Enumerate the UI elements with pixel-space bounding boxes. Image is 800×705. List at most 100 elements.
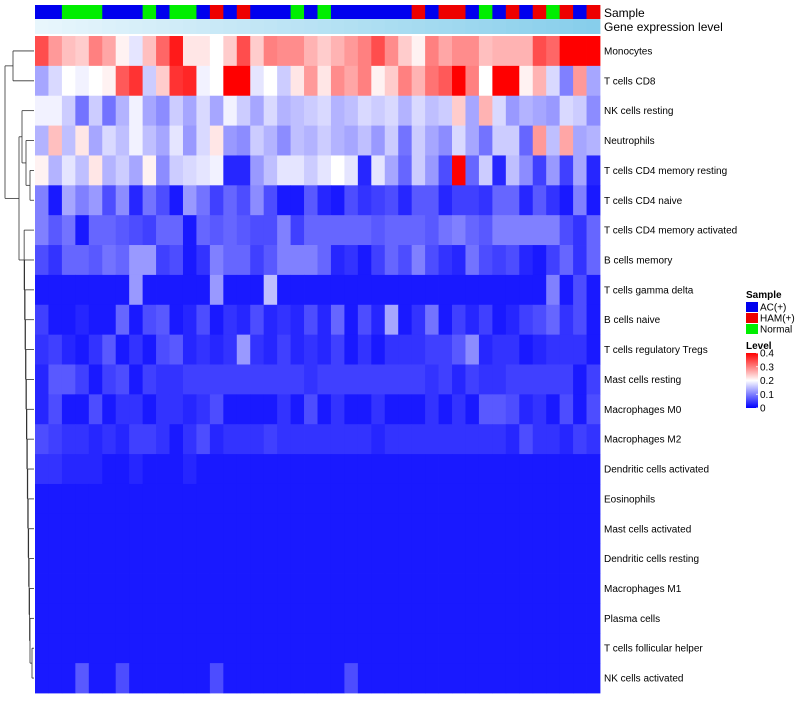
heatmap-cell xyxy=(519,633,534,664)
heatmap-cell xyxy=(559,513,574,545)
heatmap-cell xyxy=(438,36,453,67)
heatmap-cell xyxy=(142,95,157,126)
heatmap-cell xyxy=(559,185,574,216)
sample-legend-swatch xyxy=(746,302,758,312)
heatmap-cell xyxy=(263,65,278,97)
heatmap-cell xyxy=(236,513,251,545)
heatmap-cell xyxy=(75,633,90,664)
heatmap-cell xyxy=(344,424,359,455)
level-legend-title: Level xyxy=(746,341,772,352)
heatmap-cell xyxy=(61,483,76,515)
heatmap-cell xyxy=(505,245,520,276)
heatmap-cell xyxy=(196,483,211,515)
heatmap-cell xyxy=(398,274,413,306)
sample-annotation-cell xyxy=(317,5,332,19)
heatmap-cell xyxy=(330,454,345,485)
heatmap-cell xyxy=(102,95,117,126)
heatmap-cell xyxy=(505,663,520,694)
expression-level-cell xyxy=(35,19,49,34)
heatmap-cell xyxy=(182,573,197,604)
heatmap-cell xyxy=(384,483,399,515)
heatmap-cell xyxy=(156,215,170,246)
heatmap-cell xyxy=(75,125,90,156)
heatmap-cell xyxy=(277,215,291,246)
heatmap-cell xyxy=(371,155,386,186)
heatmap-cell xyxy=(519,65,534,97)
heatmap-cell xyxy=(250,454,265,485)
heatmap-cell xyxy=(88,304,103,336)
expression-level-cell xyxy=(492,19,507,34)
expression-level-cell xyxy=(236,19,251,34)
expression-level-cell xyxy=(142,19,157,34)
expression-level-cell xyxy=(371,19,386,34)
heatmap-cell xyxy=(277,185,291,216)
expression-level-cell xyxy=(250,19,265,34)
sample-annotation-cell xyxy=(236,5,251,19)
heatmap-cell xyxy=(142,603,157,634)
sample-annotation-cell xyxy=(102,5,117,19)
heatmap-cell xyxy=(209,483,224,515)
heatmap-cell xyxy=(371,304,386,336)
heatmap-cell xyxy=(411,215,426,246)
heatmap-cell xyxy=(196,36,211,67)
heatmap-cell xyxy=(519,185,534,216)
expression-level-cell xyxy=(586,19,601,34)
heatmap-cell xyxy=(156,663,170,694)
heatmap-cell xyxy=(317,36,332,67)
heatmap-cell xyxy=(357,304,372,336)
heatmap-cell xyxy=(156,424,170,455)
heatmap-cells xyxy=(35,36,601,694)
heatmap-cell xyxy=(250,95,265,126)
row-label: T cells CD4 naive xyxy=(604,196,683,207)
heatmap-cell xyxy=(142,394,157,425)
heatmap-cell xyxy=(209,603,224,634)
heatmap-cell xyxy=(532,364,547,395)
heatmap-cell xyxy=(182,394,197,425)
heatmap-cell xyxy=(88,65,103,97)
expression-level-cell xyxy=(398,19,413,34)
heatmap-cell xyxy=(61,304,76,336)
heatmap-cell xyxy=(277,483,291,515)
sample-legend-swatch xyxy=(746,324,758,334)
heatmap-cell xyxy=(290,394,305,425)
heatmap-cell xyxy=(115,125,130,156)
heatmap-cell xyxy=(452,633,466,664)
heatmap-cell xyxy=(465,513,480,545)
sample-annotation-cell xyxy=(182,5,197,19)
expression-level-cell xyxy=(115,19,130,34)
heatmap-cell xyxy=(478,663,493,694)
row-label: T cells regulatory Tregs xyxy=(604,345,708,356)
heatmap-cell xyxy=(142,65,157,97)
heatmap-cell xyxy=(505,394,520,425)
heatmap-cell xyxy=(452,215,466,246)
heatmap-cell xyxy=(182,65,197,97)
heatmap-cell xyxy=(48,334,63,365)
heatmap-cell xyxy=(559,633,574,664)
heatmap-cell xyxy=(398,603,413,634)
heatmap-cell xyxy=(129,603,144,634)
heatmap-cell xyxy=(559,125,574,156)
heatmap-cell xyxy=(35,454,49,485)
level-legend-tick-label: 0.2 xyxy=(760,376,774,387)
heatmap-cell xyxy=(357,454,372,485)
heatmap-cell xyxy=(277,364,291,395)
heatmap-cell xyxy=(559,36,574,67)
heatmap-cell xyxy=(209,155,224,186)
heatmap-cell xyxy=(290,364,305,395)
heatmap-cell xyxy=(182,483,197,515)
heatmap-cell xyxy=(169,364,184,395)
sample-annotation-cell xyxy=(304,5,318,19)
heatmap-cell xyxy=(438,543,453,574)
heatmap-cell xyxy=(48,185,63,216)
heatmap-cell xyxy=(573,663,587,694)
heatmap-cell xyxy=(559,573,574,604)
heatmap-cell xyxy=(398,454,413,485)
sample-annotation-cell xyxy=(48,5,63,19)
heatmap-cell xyxy=(142,334,157,365)
heatmap-cell xyxy=(115,304,130,336)
heatmap-cell xyxy=(263,334,278,365)
heatmap-cell xyxy=(35,513,49,545)
heatmap-cell xyxy=(425,304,439,336)
heatmap-cell xyxy=(559,274,574,306)
